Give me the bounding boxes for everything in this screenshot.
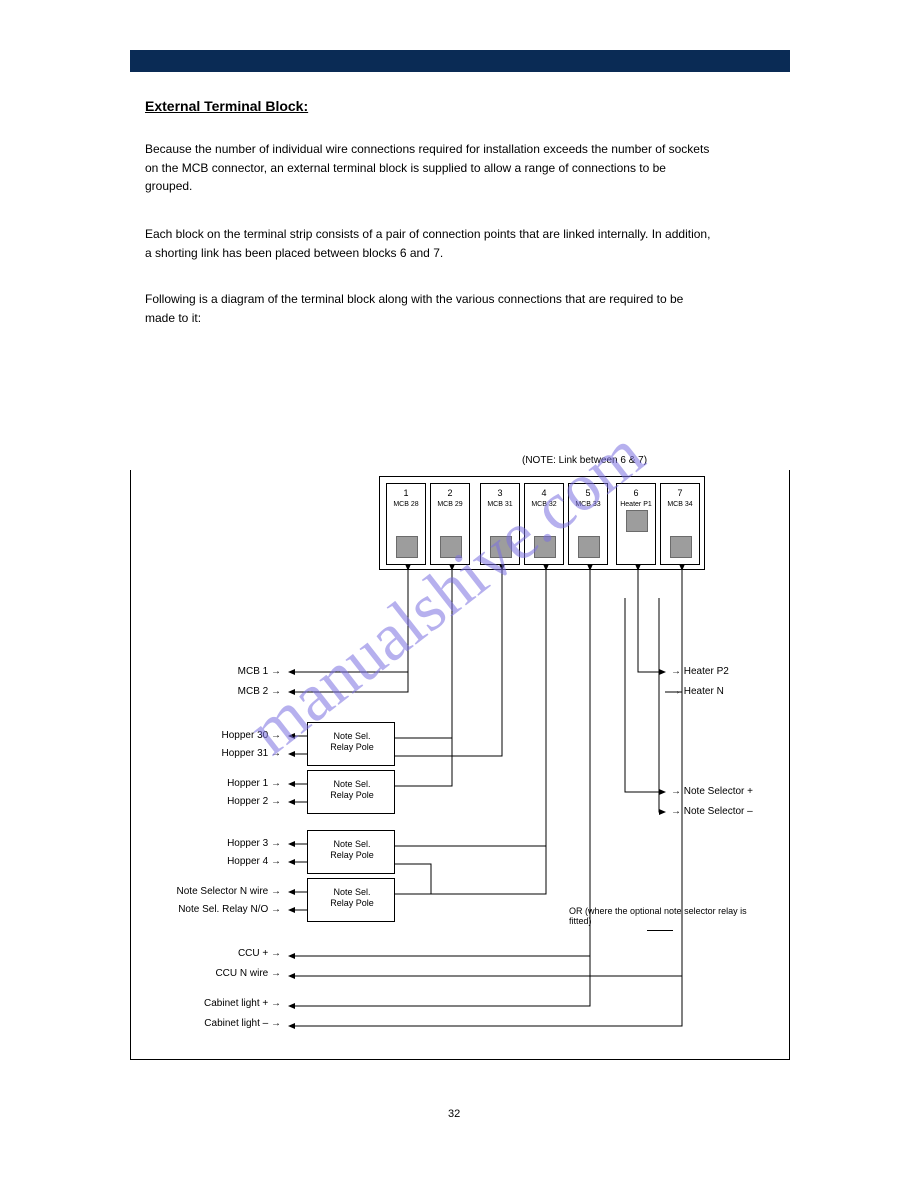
lbl-hopper3: Hopper 3 →: [131, 838, 281, 849]
lbl-mcb2: MCB 2 →: [131, 686, 281, 697]
slot-label-3: 3MCB 31: [481, 488, 519, 508]
lbl-hopper2: Hopper 2 →: [131, 796, 281, 807]
lbl-hopper31: Hopper 31 →: [131, 748, 281, 759]
lbl-notesel-n: Note Selector N wire →: [131, 886, 281, 897]
terminal-slot-4: 4MCB 32: [524, 483, 564, 565]
relay-label-4: Note Sel.Relay Pole: [308, 887, 396, 910]
screw-4: [534, 536, 556, 558]
terminal-slot-2: 2MCB 29: [430, 483, 470, 565]
or-note: OR (where the optional note selector rel…: [569, 906, 769, 926]
lbl-hopper4: Hopper 4 →: [131, 856, 281, 867]
lbl-notesel-no: Note Sel. Relay N/O →: [131, 904, 281, 915]
link-note: (NOTE: Link between 6 & 7): [522, 455, 647, 466]
relay-label-1: Note Sel.Relay Pole: [308, 731, 396, 754]
screw-6: [626, 510, 648, 532]
diagram-area: 1MCB 28 2MCB 29 3MCB 31 4MCB 32 5MCB 33 …: [130, 470, 790, 1060]
screw-3: [490, 536, 512, 558]
lbl-mcb1: MCB 1 →: [131, 666, 281, 677]
lbl-heater-n: → Heater N: [671, 686, 724, 697]
screw-5: [578, 536, 600, 558]
terminal-block: 1MCB 28 2MCB 29 3MCB 31 4MCB 32 5MCB 33 …: [379, 476, 705, 570]
lbl-hopper1: Hopper 1 →: [131, 778, 281, 789]
section-title: External Terminal Block:: [145, 98, 308, 114]
lbl-ccu-n: CCU N wire →: [131, 968, 281, 979]
lbl-cablight-neg: Cabinet light – →: [131, 1018, 281, 1029]
terminal-slot-7: 7MCB 34: [660, 483, 700, 565]
lbl-heater-p2: → Heater P2: [671, 666, 729, 677]
lbl-cablight-plus: Cabinet light + →: [131, 998, 281, 1009]
page-number: 32: [448, 1108, 460, 1120]
paragraph-2: Each block on the terminal strip consist…: [145, 225, 715, 262]
terminal-slot-5: 5MCB 33: [568, 483, 608, 565]
relay-box-3: Note Sel.Relay Pole: [307, 830, 395, 874]
terminal-slot-3: 3MCB 31: [480, 483, 520, 565]
lbl-notesel-neg: → Note Selector –: [671, 806, 753, 817]
relay-box-1: Note Sel.Relay Pole: [307, 722, 395, 766]
or-underline: [647, 930, 673, 931]
slot-label-7: 7MCB 34: [661, 488, 699, 508]
lbl-ccu-plus: CCU + →: [131, 948, 281, 959]
screw-1: [396, 536, 418, 558]
relay-label-3: Note Sel.Relay Pole: [308, 839, 396, 862]
screw-7: [670, 536, 692, 558]
lbl-hopper30: Hopper 30 →: [131, 730, 281, 741]
slot-label-4: 4MCB 32: [525, 488, 563, 508]
paragraph-1: Because the number of individual wire co…: [145, 140, 715, 196]
lbl-notesel-plus: → Note Selector +: [671, 786, 753, 797]
relay-label-2: Note Sel.Relay Pole: [308, 779, 396, 802]
slot-label-2: 2MCB 29: [431, 488, 469, 508]
header-bar: [130, 50, 790, 72]
paragraph-3: Following is a diagram of the terminal b…: [145, 290, 715, 327]
screw-2: [440, 536, 462, 558]
page: External Terminal Block: Because the num…: [0, 0, 918, 1188]
slot-label-6: 6Heater P1: [617, 488, 655, 508]
relay-box-4: Note Sel.Relay Pole: [307, 878, 395, 922]
slot-label-1: 1MCB 28: [387, 488, 425, 508]
terminal-slot-1: 1MCB 28: [386, 483, 426, 565]
slot-label-5: 5MCB 33: [569, 488, 607, 508]
terminal-slot-6: 6Heater P1: [616, 483, 656, 565]
relay-box-2: Note Sel.Relay Pole: [307, 770, 395, 814]
